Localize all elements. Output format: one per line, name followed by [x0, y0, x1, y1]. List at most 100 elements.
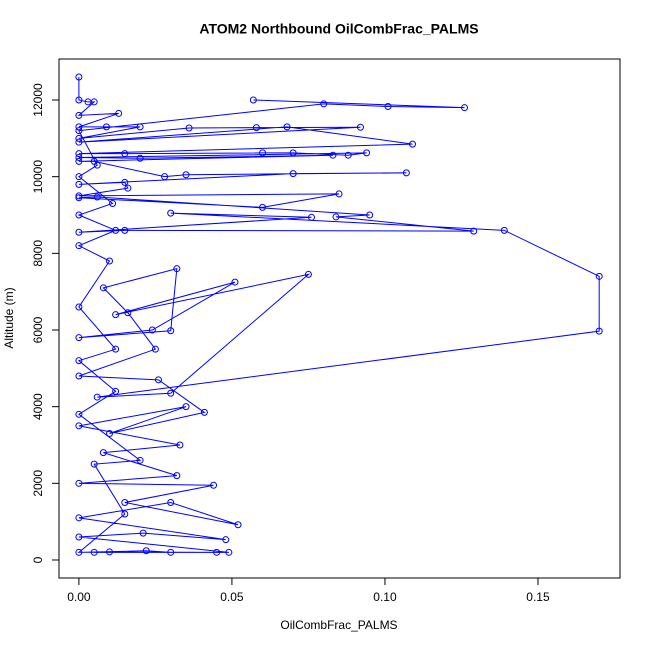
point	[75, 479, 83, 487]
point	[75, 514, 83, 522]
point	[124, 184, 132, 192]
point	[75, 111, 83, 119]
point	[90, 98, 98, 106]
point	[112, 226, 120, 234]
point	[470, 227, 478, 235]
point	[105, 257, 113, 265]
point	[75, 194, 83, 202]
point	[75, 138, 83, 146]
point	[249, 96, 257, 104]
point	[75, 96, 83, 104]
y-tick-label: 12000	[31, 83, 45, 117]
point	[200, 408, 208, 416]
point	[234, 521, 242, 529]
point	[136, 123, 144, 131]
point	[75, 211, 83, 219]
point	[402, 169, 410, 177]
point	[363, 149, 371, 157]
point	[109, 200, 117, 208]
point	[93, 161, 101, 169]
point	[99, 449, 107, 457]
point	[161, 173, 169, 181]
point	[167, 548, 175, 556]
point	[222, 536, 230, 544]
point	[75, 303, 83, 311]
point	[136, 456, 144, 464]
point	[75, 123, 83, 131]
point	[307, 213, 315, 221]
y-tick-label: 6000	[31, 316, 45, 343]
y-tick-label: 4000	[31, 393, 45, 420]
point	[75, 533, 83, 541]
point	[102, 123, 110, 131]
point	[167, 498, 175, 506]
point	[167, 209, 175, 217]
point	[142, 547, 150, 555]
point	[75, 242, 83, 250]
plot-frame	[58, 58, 621, 579]
point	[75, 134, 83, 142]
point	[75, 228, 83, 236]
point	[93, 393, 101, 401]
point	[121, 498, 129, 506]
y-axis-label: Altitude (m)	[2, 287, 16, 348]
point	[283, 123, 291, 131]
point	[329, 151, 337, 159]
point	[320, 100, 328, 108]
point	[124, 309, 132, 317]
point	[252, 124, 260, 132]
y-tick-label: 0	[31, 556, 45, 563]
x-axis-label: OilCombFrac_PALMS	[280, 618, 397, 632]
point	[121, 150, 129, 158]
point	[99, 284, 107, 292]
point	[105, 429, 113, 437]
point	[75, 154, 83, 162]
point	[461, 104, 469, 112]
y-tick-label: 8000	[31, 240, 45, 267]
point	[139, 529, 147, 537]
point	[90, 460, 98, 468]
y-tick-label: 10000	[31, 160, 45, 194]
x-tick-label: 0.15	[526, 590, 550, 604]
point	[154, 376, 162, 384]
point	[595, 327, 603, 335]
point	[121, 178, 129, 186]
point	[112, 345, 120, 353]
point	[595, 272, 603, 280]
x-tick-label: 0.00	[67, 590, 91, 604]
x-tick-label: 0.10	[373, 590, 397, 604]
point	[182, 171, 190, 179]
point	[148, 326, 156, 334]
point	[75, 173, 83, 181]
point	[75, 127, 83, 135]
point	[75, 334, 83, 342]
point	[344, 151, 352, 159]
point	[304, 270, 312, 278]
point	[75, 372, 83, 380]
point	[167, 389, 175, 397]
point	[75, 410, 83, 418]
point	[121, 226, 129, 234]
chart-title: ATOM2 Northbound OilCombFrac_PALMS	[199, 21, 478, 37]
point	[231, 278, 239, 286]
point	[332, 213, 340, 221]
point	[136, 154, 144, 162]
series-line	[77, 77, 600, 553]
point	[384, 103, 392, 111]
point	[105, 548, 113, 556]
point	[182, 403, 190, 411]
point	[408, 140, 416, 148]
point	[75, 357, 83, 365]
point	[185, 124, 193, 132]
point	[93, 193, 101, 201]
point	[75, 192, 83, 200]
point	[173, 472, 181, 480]
point	[151, 345, 159, 353]
point	[289, 170, 297, 178]
point	[259, 149, 267, 157]
point	[75, 422, 83, 430]
point	[173, 265, 181, 273]
point	[75, 157, 83, 165]
point	[210, 481, 218, 489]
